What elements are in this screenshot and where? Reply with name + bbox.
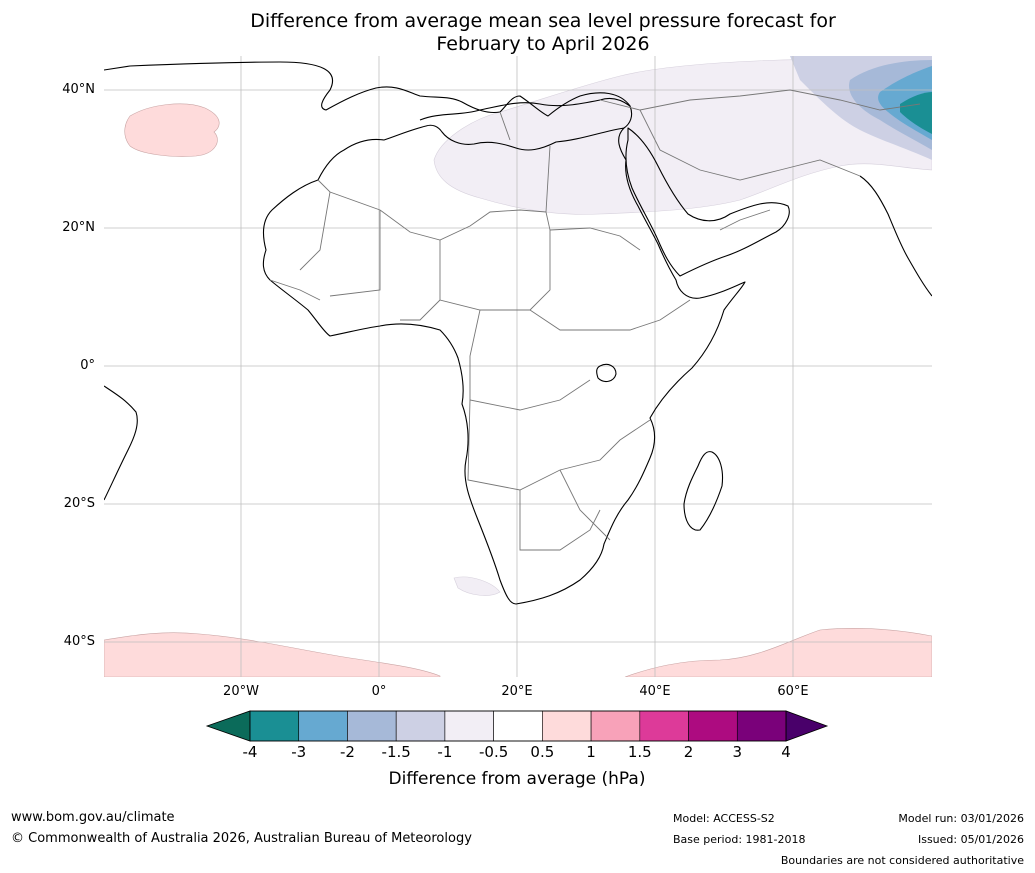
lat-label-20n: 20°N (62, 220, 95, 235)
colorbar-segment (542, 710, 592, 742)
footer-copyright: © Commonwealth of Australia 2026, Austra… (11, 831, 472, 846)
coast-lake-victoria (596, 363, 617, 383)
title-line-2: February to April 2026 (436, 33, 650, 55)
colorbar-tick: 1.5 (627, 743, 652, 761)
gridlines (104, 56, 932, 677)
colorbar-tick: -0.5 (478, 743, 509, 761)
colorbar-label: Difference from average (hPa) (388, 769, 646, 789)
footer-base-period: Base period: 1981-2018 (673, 833, 806, 846)
colorbar-segment (493, 710, 543, 742)
colorbar-tick: -1.5 (381, 743, 411, 761)
colorbar-segment (347, 710, 397, 742)
colorbar-tick: 4 (781, 743, 791, 761)
footer-model: Model: ACCESS-S2 (673, 812, 775, 825)
colorbar-segment (298, 710, 348, 742)
title-line-1: Difference from average mean sea level p… (250, 10, 836, 32)
colorbar-tick: 2 (683, 743, 694, 761)
lon-label-0: 0° (371, 684, 387, 699)
colorbar-segments (249, 710, 787, 742)
anomaly-negative-asia-4 (900, 92, 932, 134)
colorbar-tick: 3 (732, 743, 743, 761)
colorbar-tick: 1 (586, 743, 596, 761)
lon-label-40e: 40°E (639, 684, 671, 699)
country-borders (269, 89, 921, 551)
coast-south-america (104, 385, 138, 501)
colorbar-segment (444, 710, 494, 742)
colorbar-extend-under (205, 710, 251, 742)
anomaly-negative-south-atlantic (453, 576, 501, 596)
lat-label-0: 0° (80, 358, 95, 373)
colorbar-outline (249, 710, 787, 742)
coast-africa (262, 124, 746, 605)
map-plot-area (104, 56, 932, 677)
colorbar-tick: -3 (291, 743, 307, 761)
colorbar-extend-over (785, 710, 829, 742)
coast-mediterranean (419, 97, 631, 121)
lon-label-60e: 60°E (777, 684, 809, 699)
anomaly-positive-southern-ocean (104, 632, 441, 677)
coast-madagascar (683, 451, 724, 531)
colorbar (205, 710, 829, 742)
lat-label-40s: 40°S (63, 634, 95, 649)
coast-india (859, 175, 932, 297)
lat-label-40n: 40°N (62, 82, 95, 97)
coast-arabia (625, 127, 790, 277)
colorbar-segment (736, 710, 787, 742)
footer-disclaimer: Boundaries are not considered authoritat… (780, 854, 1024, 867)
footer-issued: Issued: 05/01/2026 (917, 833, 1024, 846)
map-title: Difference from average mean sea level p… (0, 10, 1035, 56)
colorbar-tick: -4 (242, 743, 258, 761)
footer-model-run: Model run: 03/01/2026 (898, 812, 1024, 825)
lon-label-20w: 20°W (223, 684, 259, 699)
colorbar-segment (639, 710, 689, 742)
colorbar-tick: -2 (339, 743, 355, 761)
colorbar-tick: -1 (437, 743, 453, 761)
colorbar-segment (395, 710, 446, 742)
colorbar-segment (590, 710, 641, 742)
colorbar-segment (688, 710, 738, 742)
anomaly-positive-atlantic-north (124, 103, 220, 157)
coast-europe (104, 61, 633, 129)
coastlines (104, 61, 932, 605)
footer-website[interactable]: www.bom.gov.au/climate (11, 810, 175, 825)
colorbar-tick: 0.5 (530, 743, 555, 761)
anomaly-positive-southern-ocean-east (624, 628, 932, 677)
lat-label-20s: 20°S (63, 496, 95, 511)
colorbar-segment (249, 710, 300, 742)
lon-label-20e: 20°E (501, 684, 533, 699)
